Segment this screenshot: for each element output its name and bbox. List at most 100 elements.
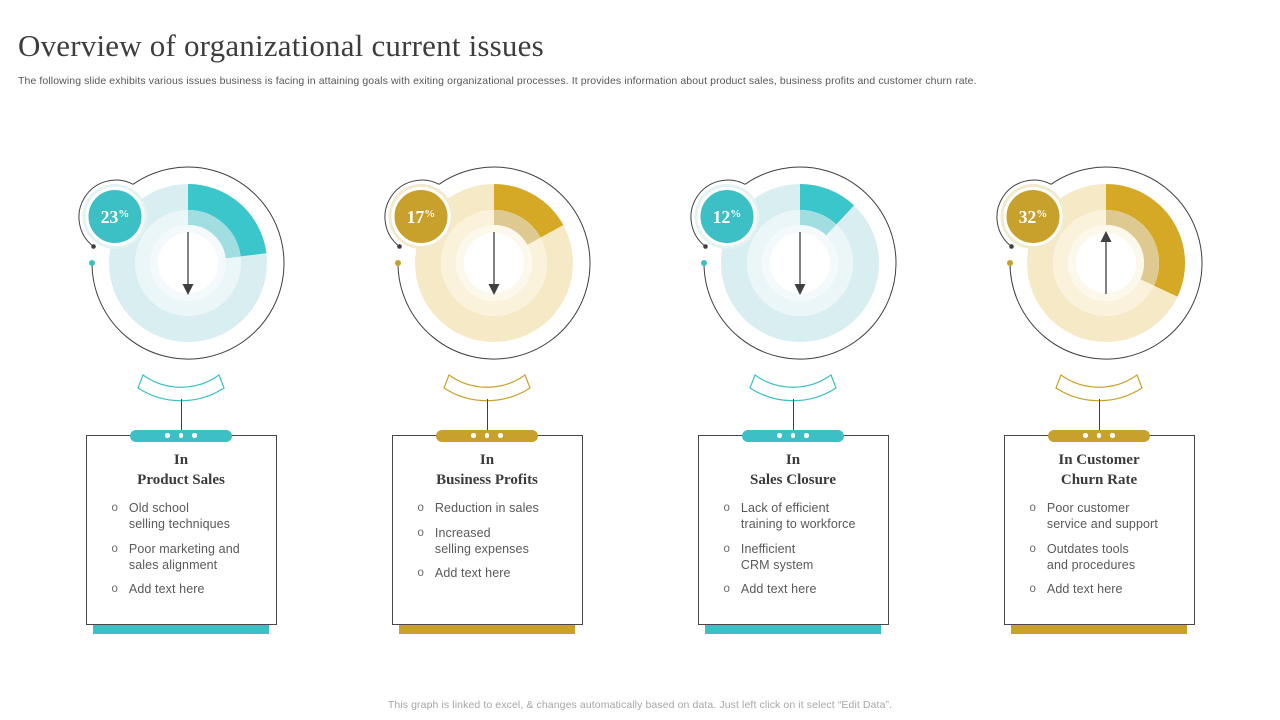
bullet-item: o Increased selling expenses (418, 525, 570, 557)
card-pill (742, 429, 844, 442)
card-title-line1: In Customer (1058, 452, 1140, 468)
progress-arc-outer (721, 184, 879, 342)
bullet-text: Add text here (740, 582, 817, 596)
percent-badge-label: 32% (1019, 207, 1048, 227)
pill-dot (178, 433, 184, 438)
orbit-circle-outline (397, 166, 591, 360)
connector-line (792, 399, 794, 435)
bullet-text: Add text here (128, 582, 205, 596)
badge-circle-outline (996, 179, 1052, 247)
percent-badge-label: 17% (407, 207, 436, 227)
connector-dot-dark (397, 244, 402, 249)
connector-dot-accent (89, 260, 95, 266)
pill-dot (1083, 433, 1088, 438)
bullet-item: o Outdates tools and procedures (1030, 541, 1182, 573)
card-title: In Customer Churn Rate (1011, 451, 1188, 490)
gauge-column: 23% In Product Sales o Old school selling… (28, 152, 334, 634)
card-accent-bar (93, 625, 269, 634)
progress-arc-outer (415, 184, 573, 342)
trend-arrow-icon (488, 232, 500, 295)
bullet-marker: o (417, 526, 424, 539)
bullet-marker: o (1029, 583, 1036, 595)
percent-badge (697, 187, 757, 246)
bullet-marker: o (111, 583, 118, 595)
pill-dot (777, 433, 782, 438)
pill-dot (790, 433, 796, 438)
gauge-figure: 32% (996, 166, 1203, 360)
card-pill (436, 429, 538, 442)
bullet-marker: o (111, 502, 118, 514)
donut-chart (415, 184, 573, 342)
card-title: In Business Profits (399, 451, 576, 490)
trend-arrow-icon (794, 232, 806, 295)
card-title-line2: Sales Closure (750, 471, 836, 488)
donut-ring-faint (762, 225, 838, 301)
bullet-marker: o (417, 567, 424, 579)
bullet-marker: o (417, 502, 424, 514)
percent-badge-label: 23% (101, 207, 130, 227)
connector-line (1098, 399, 1100, 435)
ribbon-banner (137, 374, 225, 402)
gauge-column: 32% In Customer Churn Rate o Poor custome… (946, 152, 1252, 634)
connector-dot-dark (91, 244, 96, 249)
footer-note: This graph is linked to excel, & changes… (387, 699, 893, 711)
badge-circle-outline (78, 179, 134, 247)
pill-dot (165, 433, 170, 438)
pill-dot (1110, 433, 1115, 438)
connector-line (180, 399, 182, 435)
connector-dot-accent (1007, 260, 1013, 266)
bullet-marker: o (1029, 542, 1036, 555)
bullet-text: Add text here (434, 566, 511, 580)
orbit-circle-outline (91, 166, 285, 360)
connector-dot-dark (703, 244, 708, 249)
bullet-text: Outdates tools and procedures (1046, 541, 1136, 572)
progress-arc-mid (747, 210, 853, 316)
bullet-text: Inefficient CRM system (740, 541, 814, 572)
bullet-item: o Add text here (1030, 581, 1182, 597)
bullet-item: o Lack of efficient training to workforce (724, 500, 876, 532)
progress-arc-outer (1027, 184, 1185, 342)
bullet-item: o Poor customer service and support (1030, 500, 1182, 532)
gauge-figure: 12% (690, 166, 897, 360)
progress-arc-mid (441, 210, 547, 316)
issue-card: In Sales Closure o Lack of efficient trai… (697, 429, 889, 625)
badge-circle-outline (384, 179, 440, 247)
bullet-text: Lack of efficient training to workforce (740, 501, 856, 531)
trend-arrow-icon (1100, 231, 1112, 294)
card-accent-bar (399, 625, 575, 634)
card-title-line1: In (785, 452, 801, 468)
bullet-marker: o (723, 583, 730, 595)
percent-badge (391, 187, 451, 246)
ribbon-banner (443, 374, 531, 402)
connector-dot-accent (395, 260, 401, 266)
bullet-item: o Add text here (112, 581, 264, 597)
bullet-list: o Old school selling techniques o Poor mar… (93, 500, 270, 597)
pill-dot (192, 433, 197, 438)
gauge-figure: 23% (78, 166, 285, 360)
ribbon-banner (749, 374, 837, 402)
gauge-column: 12% In Sales Closure o Lack of efficient … (640, 152, 946, 634)
bullet-text: Reduction in sales (434, 501, 539, 515)
card-title-line2: Business Profits (436, 471, 538, 488)
slide-title: Overview of organizational current issue… (18, 28, 544, 63)
bullet-marker: o (111, 542, 118, 555)
connector-dot-dark (1009, 244, 1014, 249)
card-title: In Sales Closure (705, 451, 882, 490)
slide-subtitle: The following slide exhibits various iss… (18, 75, 977, 87)
bullet-list: o Poor customer service and support o Outd… (1011, 500, 1188, 597)
donut-ring-faint (1068, 225, 1144, 301)
pill-dot (484, 433, 490, 438)
pill-dot (1096, 433, 1102, 438)
bullet-text: Poor marketing and sales alignment (128, 541, 240, 572)
donut-ring-faint (150, 225, 226, 301)
donut-chart (109, 184, 267, 342)
card-pill (1048, 429, 1150, 442)
issue-card: In Business Profits o Reduction in sales … (391, 429, 583, 625)
percent-badge (1003, 187, 1063, 246)
bullet-marker: o (723, 502, 730, 514)
bullet-text: Add text here (1046, 582, 1123, 596)
bullet-item: o Reduction in sales (418, 500, 570, 516)
percent-badge (85, 187, 145, 246)
issue-card: In Product Sales o Old school selling tec… (85, 429, 277, 625)
connector-dot-accent (701, 260, 707, 266)
